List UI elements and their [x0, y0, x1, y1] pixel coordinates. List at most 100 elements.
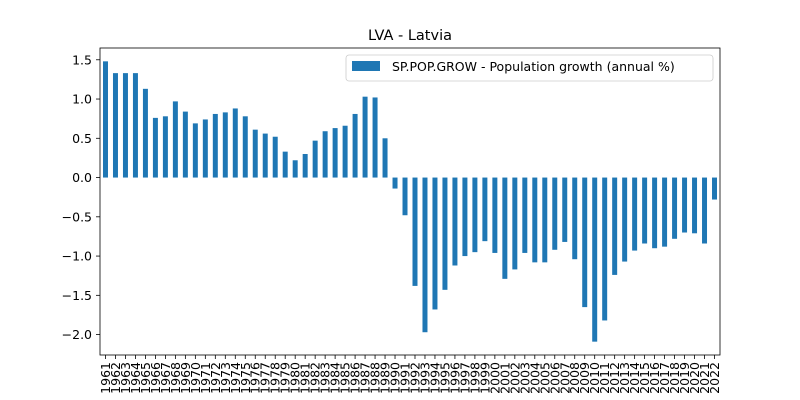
x-tick-label-1978: 1978 — [268, 362, 283, 394]
x-tick-label-1962: 1962 — [108, 362, 123, 394]
bar-1963 — [122, 73, 128, 178]
x-tick-label-2004: 2004 — [527, 362, 542, 394]
bar-1998 — [472, 177, 478, 253]
x-tick-label-2008: 2008 — [567, 362, 582, 394]
bar-1989 — [382, 138, 388, 178]
bar-1978 — [272, 136, 278, 178]
x-tick-label-2010: 2010 — [587, 362, 602, 394]
bar-2021 — [702, 177, 708, 244]
bar-1967 — [162, 116, 168, 178]
x-tick-label-1976: 1976 — [248, 362, 263, 394]
legend: SP.POP.GROW - Population growth (annual … — [345, 54, 714, 82]
x-tick-label-1966: 1966 — [148, 362, 163, 394]
bar-2010 — [592, 177, 598, 342]
bar-1982 — [312, 140, 318, 178]
bar-1988 — [372, 97, 378, 178]
x-tick-label-1986: 1986 — [348, 362, 363, 394]
bar-2018 — [672, 177, 678, 239]
x-tick-label-1974: 1974 — [228, 362, 243, 394]
x-tick-label-1993: 1993 — [417, 362, 432, 394]
bar-1971 — [202, 119, 208, 178]
bar-2017 — [662, 177, 668, 247]
x-tick-label-1970: 1970 — [188, 362, 203, 394]
y-tick-label: 0.0 — [72, 170, 92, 185]
x-tick-label-1971: 1971 — [198, 362, 213, 394]
x-tick-label-2017: 2017 — [657, 362, 672, 394]
bar-2004 — [532, 177, 538, 263]
bar-2002 — [512, 177, 518, 270]
bar-1976 — [252, 129, 258, 178]
x-tick-label-1999: 1999 — [477, 362, 492, 394]
x-tick-label-1992: 1992 — [407, 362, 422, 394]
y-tick-label: −2.0 — [62, 327, 92, 342]
y-tick-label: −1.5 — [62, 288, 92, 303]
x-tick-label-2000: 2000 — [487, 362, 502, 394]
x-tick-label-1972: 1972 — [208, 362, 223, 394]
bar-1995 — [442, 177, 448, 290]
x-tick-label-1985: 1985 — [338, 362, 353, 394]
x-tick-label-2011: 2011 — [597, 362, 612, 394]
chart-title: LVA - Latvia — [368, 28, 452, 44]
x-tick-label-2006: 2006 — [547, 362, 562, 394]
x-tick-label-2001: 2001 — [497, 362, 512, 394]
x-tick-label-1984: 1984 — [328, 362, 343, 394]
bar-1996 — [452, 177, 458, 266]
legend-label: SP.POP.GROW - Population growth (annual … — [392, 59, 675, 74]
x-tick-label-2021: 2021 — [697, 362, 712, 394]
x-tick-label-2016: 2016 — [647, 362, 662, 394]
x-tick-label-1987: 1987 — [358, 362, 373, 394]
bar-2016 — [652, 177, 658, 249]
bar-1966 — [152, 117, 158, 178]
bars — [102, 61, 718, 342]
x-tick-label-1991: 1991 — [398, 362, 413, 394]
x-tick-label-2015: 2015 — [637, 362, 652, 394]
y-tick-label: 0.5 — [72, 131, 92, 146]
x-tick-label-1995: 1995 — [437, 362, 452, 394]
x-tick-label-1969: 1969 — [178, 362, 193, 394]
bar-1991 — [402, 177, 408, 216]
x-tick-label-1968: 1968 — [168, 362, 183, 394]
x-tick-label-2003: 2003 — [517, 362, 532, 394]
bar-1997 — [462, 177, 468, 257]
bar-2001 — [502, 177, 508, 279]
x-tick-label-2002: 2002 — [507, 362, 522, 394]
bar-1972 — [212, 113, 218, 178]
x-tick-label-1980: 1980 — [288, 362, 303, 394]
x-tick-label-1979: 1979 — [278, 362, 293, 394]
x-tick-label-2014: 2014 — [627, 362, 642, 394]
y-tick-label: −0.5 — [62, 209, 92, 224]
y-tick-label: 1.5 — [72, 52, 92, 67]
bar-1990 — [392, 177, 398, 189]
bar-1975 — [242, 116, 248, 178]
bar-1965 — [142, 88, 148, 178]
bar-1994 — [432, 177, 438, 310]
x-tick-label-1988: 1988 — [368, 362, 383, 394]
x-tick-label-1973: 1973 — [218, 362, 233, 394]
x-tick-label-1975: 1975 — [238, 362, 253, 394]
bar-1983 — [322, 131, 328, 178]
x-axis: 1961196219631964196519661967196819691970… — [98, 355, 722, 394]
legend-box — [345, 54, 714, 82]
x-tick-label-1982: 1982 — [308, 362, 323, 394]
bar-1961 — [102, 61, 108, 178]
x-tick-label-2005: 2005 — [537, 362, 552, 394]
x-tick-label-2009: 2009 — [577, 362, 592, 394]
bar-2015 — [642, 177, 648, 244]
x-tick-label-1961: 1961 — [98, 362, 113, 394]
y-tick-label: 1.0 — [72, 92, 92, 107]
bar-2019 — [682, 177, 688, 233]
bar-1986 — [352, 113, 358, 178]
y-tick-label: −1.0 — [62, 249, 92, 264]
x-tick-label-2007: 2007 — [557, 362, 572, 394]
bar-1973 — [222, 112, 228, 178]
legend-swatch — [352, 61, 380, 71]
x-tick-label-1994: 1994 — [427, 362, 442, 394]
bar-1992 — [412, 177, 418, 286]
x-tick-label-1983: 1983 — [318, 362, 333, 394]
x-tick-label-2019: 2019 — [677, 362, 692, 394]
bar-2007 — [562, 177, 568, 242]
x-tick-label-1996: 1996 — [447, 362, 462, 394]
x-tick-label-1990: 1990 — [388, 362, 403, 394]
x-tick-label-1997: 1997 — [457, 362, 472, 394]
